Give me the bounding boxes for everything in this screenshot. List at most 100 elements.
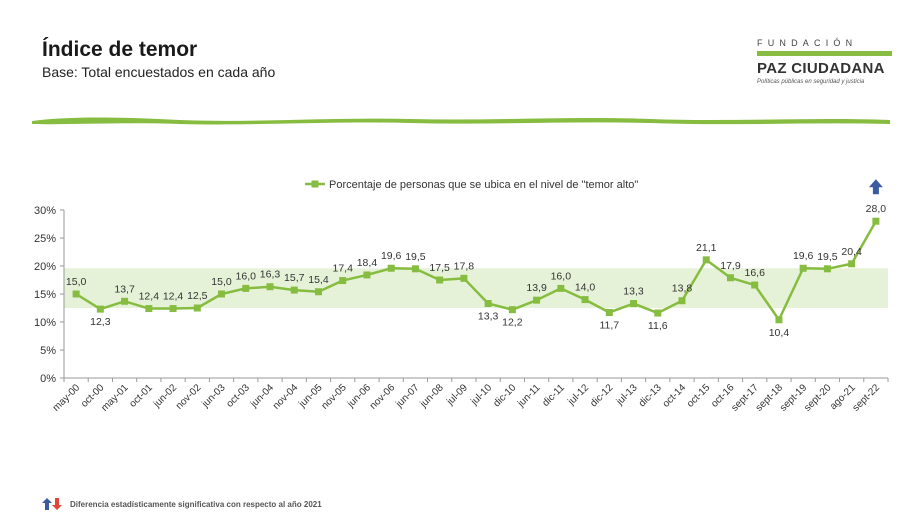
series-line xyxy=(75,220,877,322)
logo-tagline: Políticas públicas en seguridad y justic… xyxy=(757,79,865,85)
x-tick-label: dic-12 xyxy=(588,382,615,409)
legend-label: Porcentaje de personas que se ubica en e… xyxy=(329,179,638,191)
data-label: 14,0 xyxy=(575,282,596,294)
logo-top-text: FUNDACIÓN xyxy=(757,38,858,48)
data-label: 12,4 xyxy=(163,291,184,303)
data-point xyxy=(96,305,104,313)
data-point xyxy=(121,297,129,305)
data-point xyxy=(557,284,565,292)
x-tick-label: sept-22 xyxy=(851,382,883,414)
data-label: 16,6 xyxy=(744,267,765,279)
y-tick-label: 5% xyxy=(40,345,56,357)
data-point xyxy=(799,264,807,272)
significance-arrows-icon xyxy=(42,498,62,510)
logo-main-text: PAZ CIUDADANA xyxy=(757,60,885,77)
reference-band xyxy=(64,268,888,308)
data-point xyxy=(533,296,541,304)
data-point xyxy=(387,264,395,272)
data-point xyxy=(145,305,153,313)
data-point xyxy=(436,276,444,284)
legend-marker-swatch xyxy=(311,180,319,188)
data-label: 15,7 xyxy=(284,272,305,284)
data-label: 13,9 xyxy=(526,282,547,294)
data-point xyxy=(630,300,638,308)
data-label: 21,1 xyxy=(696,242,717,254)
data-point xyxy=(266,283,274,291)
x-tick-label: jul-10 xyxy=(468,382,494,408)
data-label: 17,9 xyxy=(720,260,741,272)
data-label: 13,3 xyxy=(623,286,644,298)
data-label: 16,3 xyxy=(260,269,281,281)
data-point xyxy=(654,309,662,317)
x-tick-label: jun-07 xyxy=(393,382,421,410)
data-label: 12,2 xyxy=(502,317,523,329)
data-label: 15,0 xyxy=(66,276,87,288)
data-point xyxy=(193,304,201,312)
y-tick-label: 30% xyxy=(34,205,56,217)
data-label: 19,6 xyxy=(381,250,402,262)
data-point xyxy=(460,274,468,282)
y-tick-label: 15% xyxy=(34,289,56,301)
x-tick-label: jun-03 xyxy=(199,382,227,410)
data-label: 13,8 xyxy=(672,283,693,295)
data-label: 20,4 xyxy=(841,246,862,258)
data-label: 11,7 xyxy=(599,319,619,331)
data-point xyxy=(411,265,419,273)
data-point xyxy=(169,305,177,313)
x-tick-label: nov-04 xyxy=(271,382,301,412)
page-subtitle: Base: Total encuestados en cada año xyxy=(42,64,276,80)
x-tick-label: jul-09 xyxy=(444,382,470,408)
logo-bar xyxy=(757,51,892,56)
x-tick-label: dic-11 xyxy=(540,382,567,409)
data-point xyxy=(290,286,298,294)
x-tick-label: oct-03 xyxy=(224,382,252,410)
x-tick-label: jun-08 xyxy=(418,382,446,410)
x-tick-label: oct-15 xyxy=(685,382,713,410)
footnote-text: Diferencia estadísticamente significativ… xyxy=(70,499,322,509)
x-tick-label: dic-13 xyxy=(637,382,664,409)
data-point xyxy=(242,284,250,292)
data-label: 16,0 xyxy=(236,270,257,282)
data-label: 28,0 xyxy=(866,203,887,215)
data-label: 12,3 xyxy=(90,316,111,328)
footnote: Diferencia estadísticamente significativ… xyxy=(42,498,322,510)
x-tick-label: may-00 xyxy=(51,382,83,414)
data-label: 16,0 xyxy=(551,270,572,282)
data-point xyxy=(484,300,492,308)
data-point xyxy=(605,308,613,316)
x-tick-label: sept-20 xyxy=(802,382,834,414)
data-point xyxy=(581,296,589,304)
y-tick-label: 20% xyxy=(34,261,56,273)
data-point xyxy=(678,297,686,305)
data-label: 15,4 xyxy=(308,274,329,286)
x-tick-label: jun-11 xyxy=(515,382,543,410)
data-point xyxy=(726,274,734,282)
data-label: 19,5 xyxy=(405,251,426,263)
data-point xyxy=(72,290,80,298)
x-tick-label: oct-14 xyxy=(661,382,689,410)
data-point xyxy=(848,260,856,268)
x-tick-label: oct-01 xyxy=(128,382,156,410)
x-tick-label: jul-12 xyxy=(565,382,591,408)
y-tick-label: 10% xyxy=(34,317,56,329)
data-label: 17,5 xyxy=(429,262,450,274)
significant-up-arrow-icon xyxy=(868,179,883,195)
data-label: 13,3 xyxy=(478,311,499,323)
y-tick-label: 25% xyxy=(34,233,56,245)
data-label: 19,5 xyxy=(817,251,838,263)
data-point xyxy=(872,217,880,225)
data-label: 17,8 xyxy=(454,260,475,272)
data-label: 10,4 xyxy=(769,327,790,339)
data-label: 18,4 xyxy=(357,257,378,269)
brush-stroke-divider xyxy=(32,117,890,125)
data-label: 11,6 xyxy=(648,320,668,332)
data-label: 12,5 xyxy=(187,290,208,302)
data-label: 15,0 xyxy=(211,276,232,288)
data-label: 19,6 xyxy=(793,250,814,262)
data-label: 17,4 xyxy=(332,263,353,275)
y-tick-label: 0% xyxy=(40,373,56,385)
logo: FUNDACIÓN PAZ CIUDADANA Políticas públic… xyxy=(757,38,892,85)
page-title: Índice de temor xyxy=(42,38,198,61)
data-point xyxy=(508,306,516,314)
x-tick-label: may-01 xyxy=(99,382,131,414)
